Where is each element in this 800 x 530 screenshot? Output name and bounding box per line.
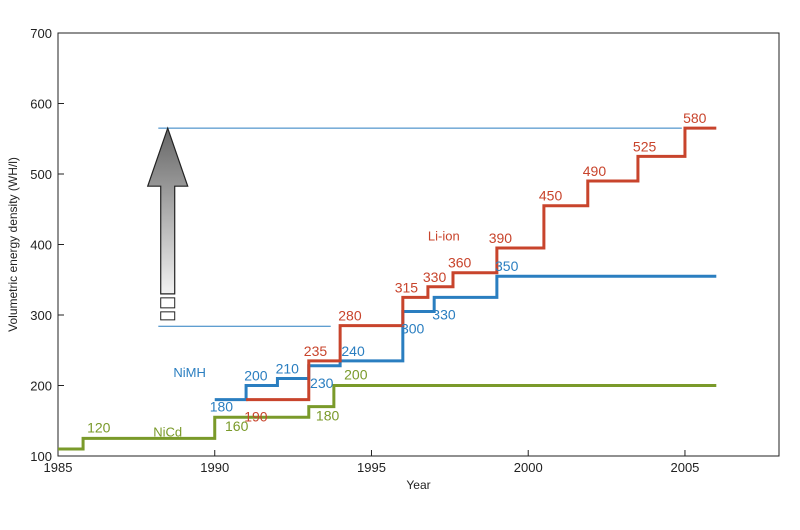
y-tick-label: 700: [30, 26, 52, 41]
arrow-tail-block: [160, 297, 176, 309]
data-label: 230: [310, 375, 334, 391]
series-name-label: Li-ion: [428, 228, 460, 243]
data-label: 200: [344, 367, 368, 383]
arrow-tail-block: [160, 311, 176, 321]
data-label: 210: [276, 360, 300, 376]
x-tick-label: 2000: [514, 460, 543, 475]
data-label: 235: [304, 343, 328, 359]
data-label: 360: [448, 255, 472, 271]
data-label: 350: [495, 258, 519, 274]
y-tick-label: 500: [30, 167, 52, 182]
data-label: 330: [423, 269, 447, 285]
data-label: 180: [316, 408, 340, 424]
series-name-label: NiCd: [153, 424, 182, 439]
data-label: 580: [683, 110, 707, 126]
data-label: 490: [583, 163, 607, 179]
data-label: 315: [395, 279, 419, 295]
y-tick-label: 600: [30, 97, 52, 112]
data-label: 300: [401, 320, 425, 336]
series-name-label: NiMH: [173, 365, 206, 380]
data-label: 180: [210, 399, 234, 415]
series-line-nimh: [214, 274, 717, 402]
data-label: 120: [87, 419, 111, 435]
y-axis-title: Volumetric energy density (WH/l): [6, 157, 20, 332]
data-label: 330: [432, 306, 456, 322]
series-line-li-ion: [246, 126, 717, 402]
x-tick-label: 1995: [357, 460, 386, 475]
x-axis-title: Year: [406, 478, 430, 492]
x-tick-label: 2005: [670, 460, 699, 475]
data-label: 190: [244, 409, 268, 425]
x-tick-label: 1985: [44, 460, 73, 475]
series-line-nicd: [58, 384, 717, 451]
y-tick-label: 100: [30, 449, 52, 464]
y-tick-label: 200: [30, 379, 52, 394]
improvement-arrow: [146, 126, 189, 295]
data-label: 160: [225, 418, 249, 434]
x-tick-label: 1990: [200, 460, 229, 475]
y-tick-label: 400: [30, 238, 52, 253]
data-label: 390: [489, 230, 513, 246]
data-label: 525: [633, 138, 657, 154]
data-label: 200: [244, 368, 268, 384]
y-tick-label: 300: [30, 308, 52, 323]
data-label: 240: [341, 343, 365, 359]
data-label: 450: [539, 188, 563, 204]
data-label: 280: [338, 308, 362, 324]
